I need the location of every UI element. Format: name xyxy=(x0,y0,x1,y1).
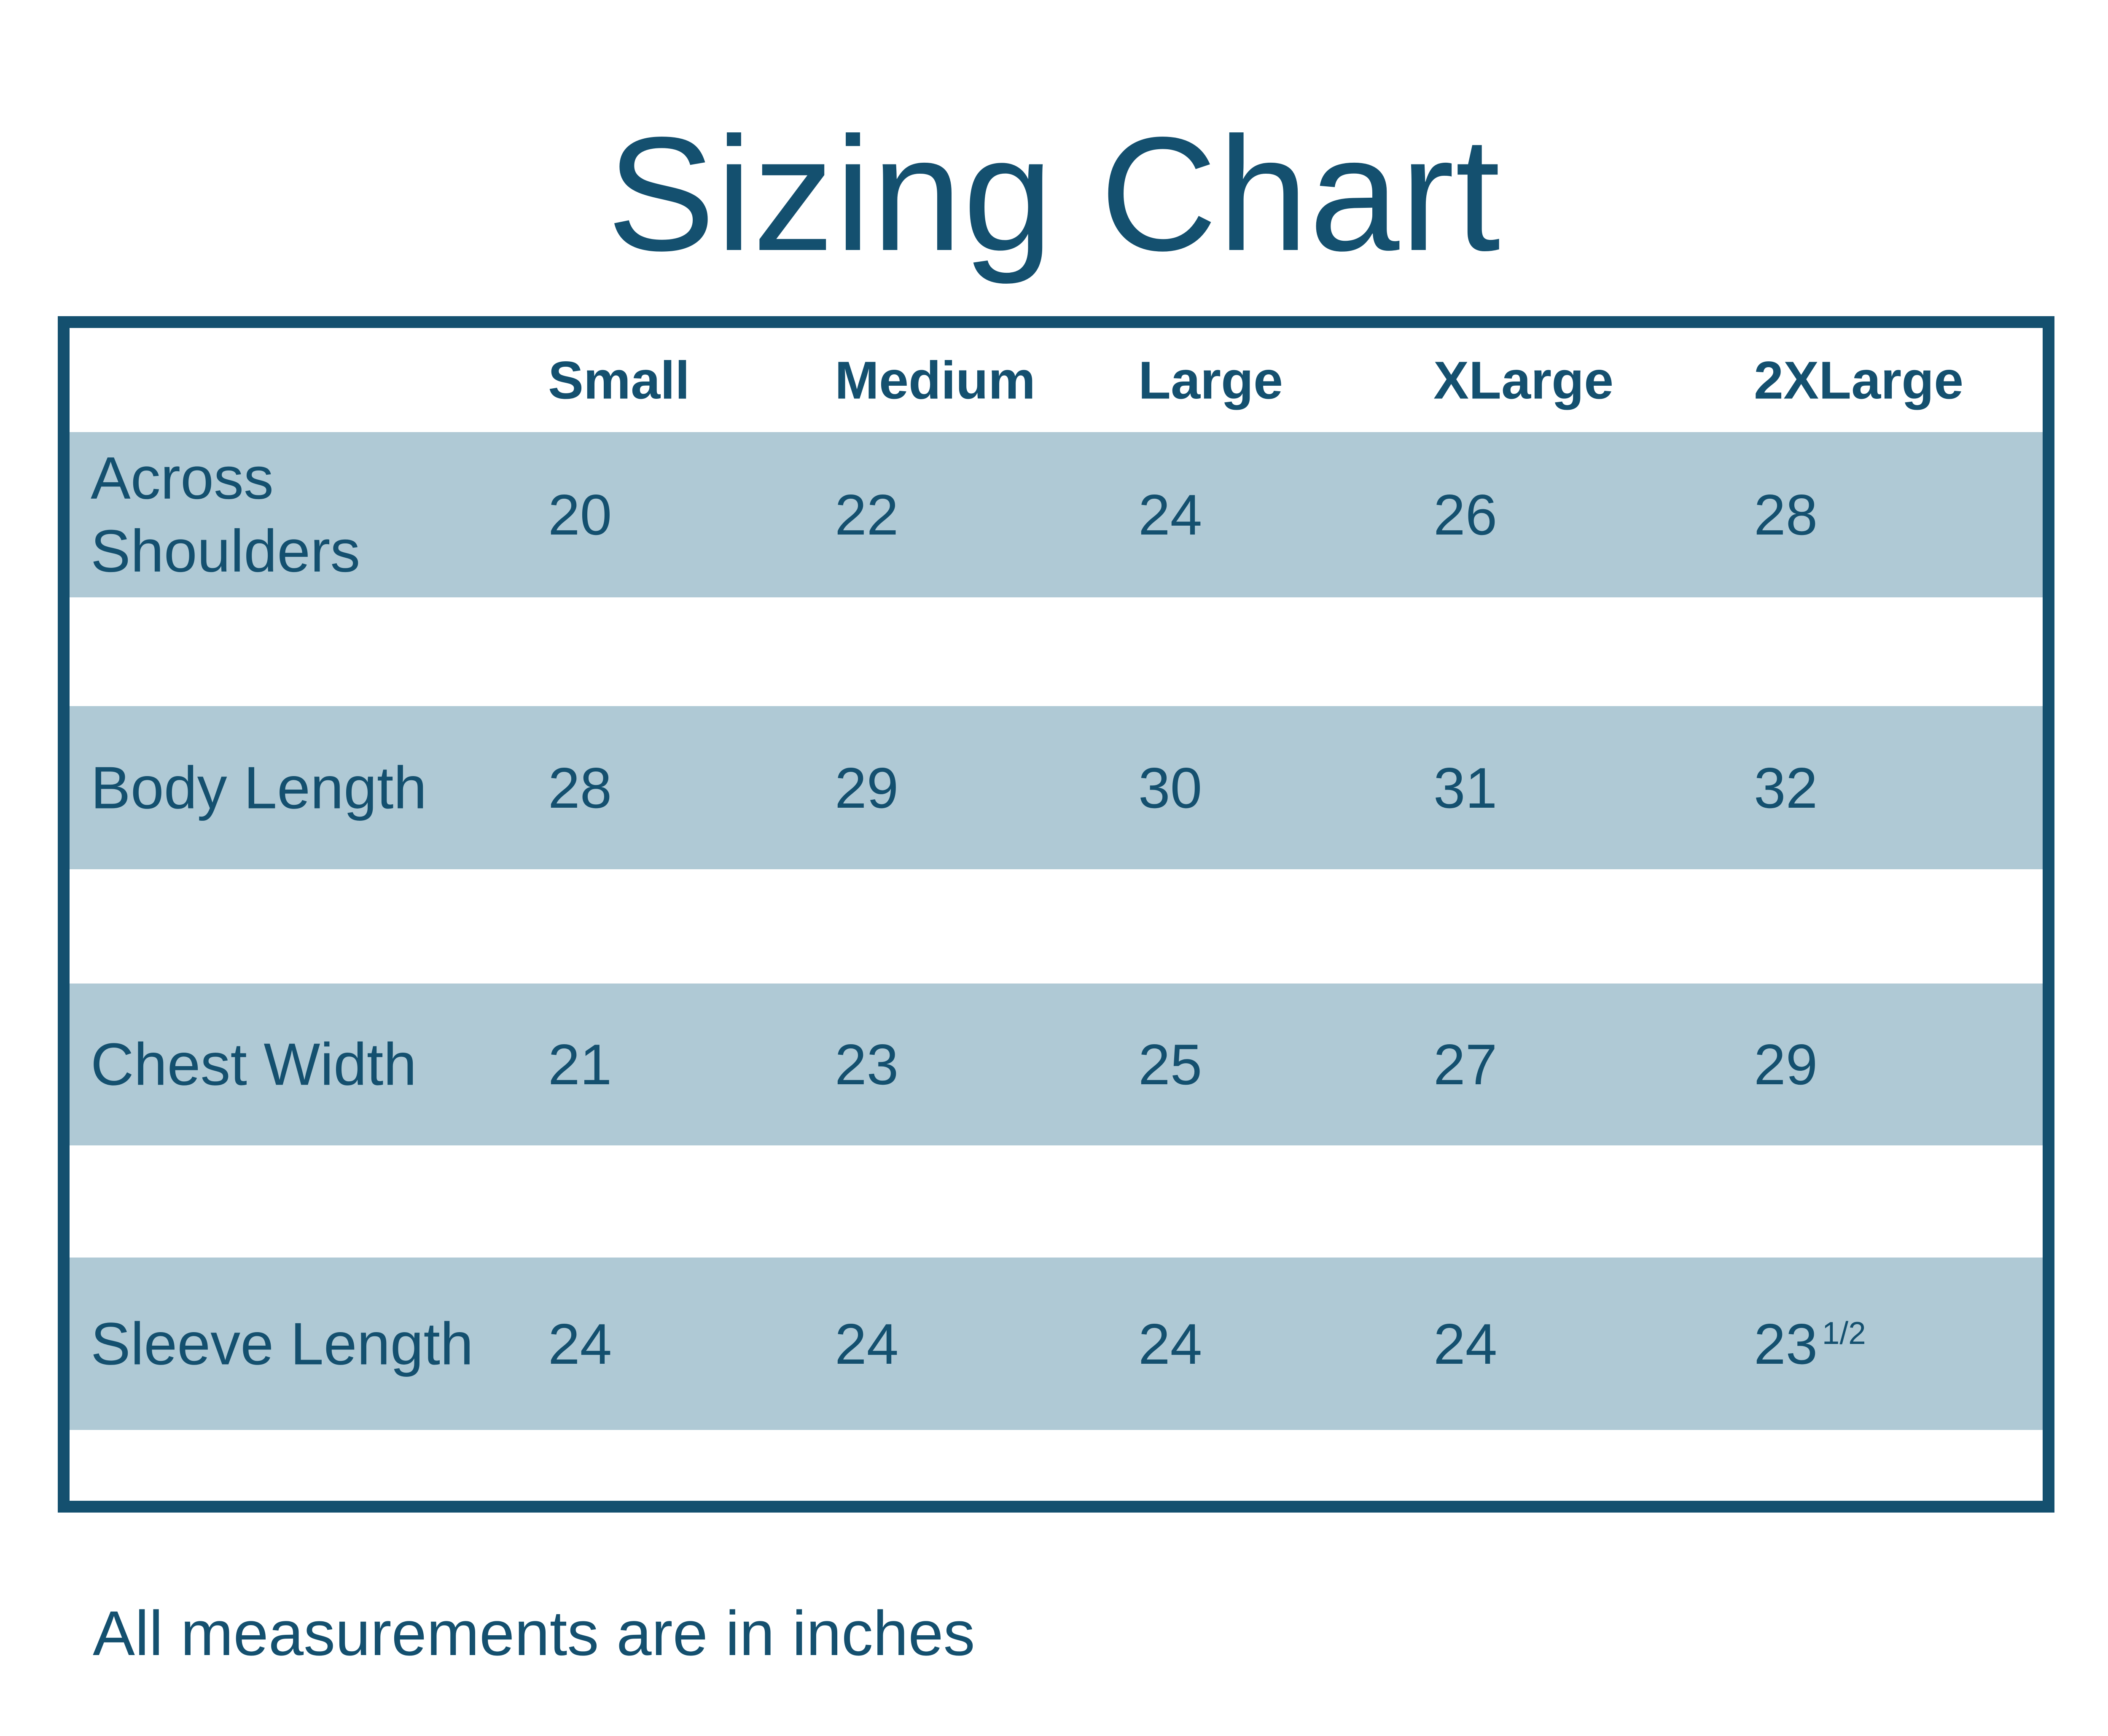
cell-chest-width-small: 21 xyxy=(548,1032,612,1096)
cell-body-length-xlarge: 31 xyxy=(1433,755,1498,820)
cell-sleeve-length-2xlarge: 23 1/2 xyxy=(1754,1311,1866,1377)
row-label-sleeve-length: Sleeve Length xyxy=(91,1310,473,1377)
cell-chest-width-2xlarge: 29 xyxy=(1754,1032,1818,1096)
cell-body-length-medium: 29 xyxy=(835,755,899,820)
cell-sleeve-length-large: 24 xyxy=(1138,1311,1202,1376)
column-header-medium: Medium xyxy=(835,350,1036,410)
cell-sleeve-length-2xlarge-fraction: 1/2 xyxy=(1822,1315,1866,1351)
page-title: Sizing Chart xyxy=(607,103,1501,285)
column-header-xlarge: XLarge xyxy=(1433,350,1614,410)
cell-across-shoulders-xlarge: 26 xyxy=(1433,483,1498,547)
cell-across-shoulders-2xlarge: 28 xyxy=(1754,483,1818,547)
cell-sleeve-length-small: 24 xyxy=(548,1311,612,1376)
row-label-across-shoulders: Across Shoulders xyxy=(91,444,360,585)
cell-chest-width-xlarge: 27 xyxy=(1433,1032,1498,1096)
table-row-sleeve-length: Sleeve Length 24 24 24 24 23 1/2 xyxy=(70,1258,2043,1430)
cell-sleeve-length-2xlarge-whole: 23 xyxy=(1754,1311,1818,1376)
table-row-across-shoulders: Across Shoulders 20 22 24 26 28 xyxy=(70,432,2043,597)
cell-body-length-large: 30 xyxy=(1138,755,1202,820)
cell-across-shoulders-large: 24 xyxy=(1138,483,1202,547)
cell-body-length-2xlarge: 32 xyxy=(1754,755,1818,820)
cell-chest-width-medium: 23 xyxy=(835,1032,899,1096)
cell-sleeve-length-xlarge: 24 xyxy=(1433,1311,1498,1376)
row-label-chest-width: Chest Width xyxy=(91,1031,417,1098)
sizing-table: Small Medium Large XLarge 2XLarge Across… xyxy=(58,316,2054,1513)
row-label-body-length: Body Length xyxy=(91,754,427,821)
table-row-body-length: Body Length 28 29 30 31 32 xyxy=(70,706,2043,869)
cell-sleeve-length-medium: 24 xyxy=(835,1311,899,1376)
table-header-row: Small Medium Large XLarge 2XLarge xyxy=(70,328,2043,432)
cell-chest-width-large: 25 xyxy=(1138,1032,1202,1096)
cell-across-shoulders-medium: 22 xyxy=(835,483,899,547)
cell-across-shoulders-small: 20 xyxy=(548,483,612,547)
table-row-chest-width: Chest Width 21 23 25 27 29 xyxy=(70,984,2043,1145)
column-header-small: Small xyxy=(548,350,690,410)
column-header-large: Large xyxy=(1138,350,1283,410)
measurements-note: All measurements are in inches xyxy=(93,1598,975,1669)
column-header-2xlarge: 2XLarge xyxy=(1754,350,1964,410)
cell-body-length-small: 28 xyxy=(548,755,612,820)
